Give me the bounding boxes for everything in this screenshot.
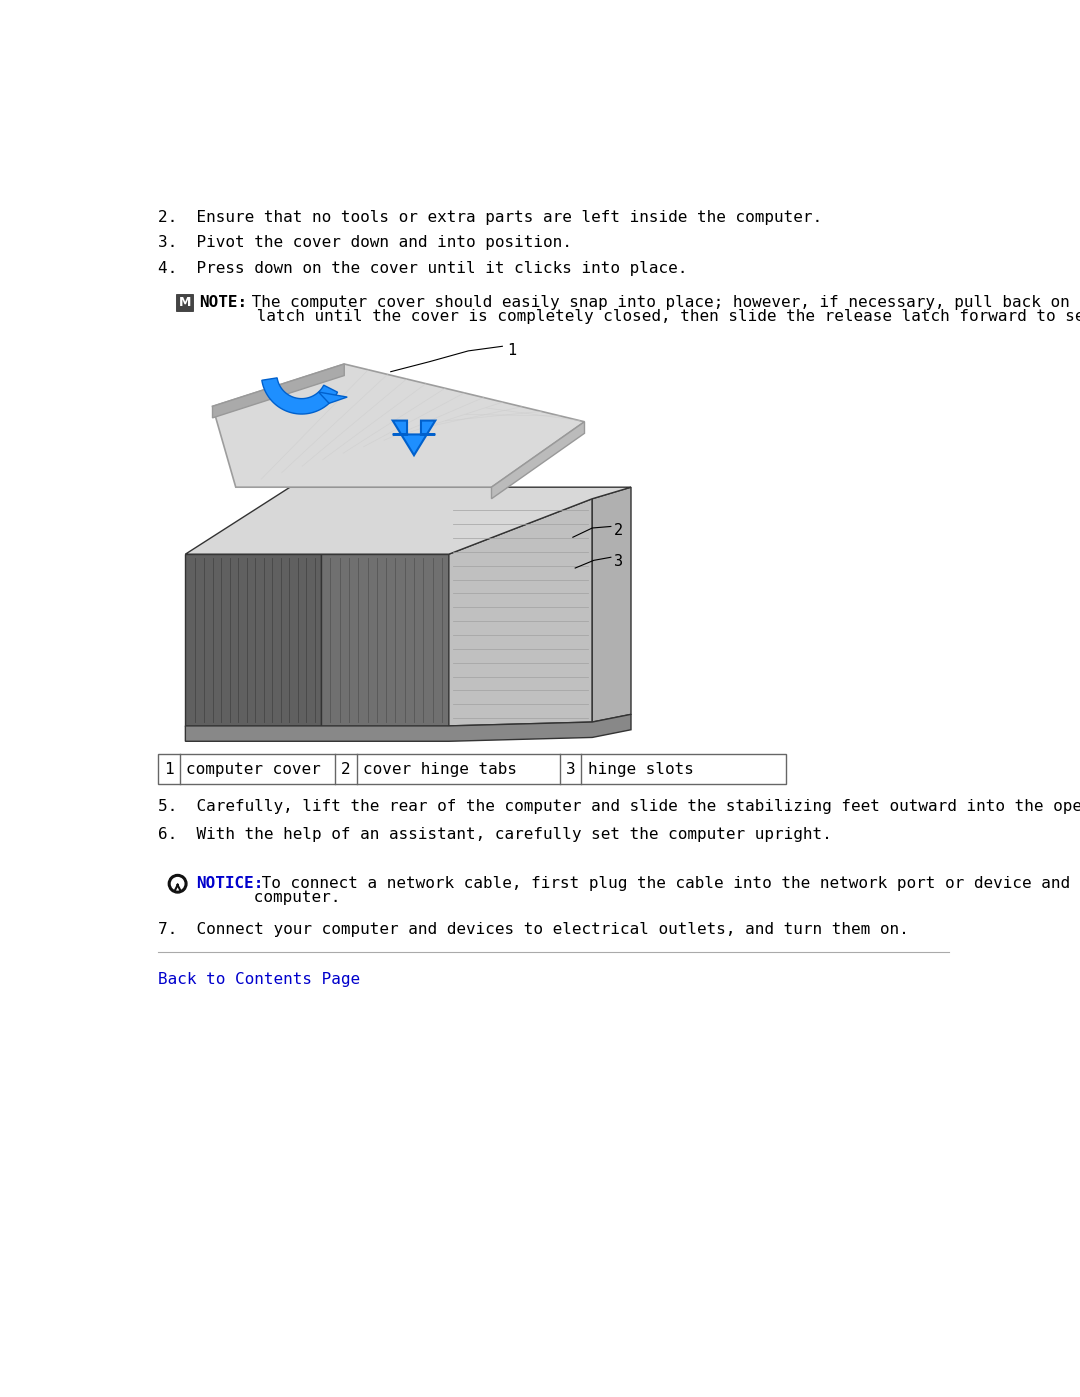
Text: computer cover: computer cover xyxy=(186,761,321,777)
Text: Back to Contents Page: Back to Contents Page xyxy=(159,972,361,988)
Text: The computer cover should easily snap into place; however, if necessary, pull ba: The computer cover should easily snap in… xyxy=(242,295,1080,310)
Text: 5.  Carefully, lift the rear of the computer and slide the stabilizing feet outw: 5. Carefully, lift the rear of the compu… xyxy=(159,799,1080,814)
Polygon shape xyxy=(213,365,345,418)
Polygon shape xyxy=(213,365,584,488)
Polygon shape xyxy=(186,714,631,742)
Polygon shape xyxy=(393,420,435,455)
Circle shape xyxy=(172,877,184,890)
Text: NOTICE:: NOTICE: xyxy=(197,876,264,891)
Text: computer.: computer. xyxy=(197,890,340,905)
Circle shape xyxy=(168,875,187,893)
Text: 1: 1 xyxy=(507,344,516,358)
FancyBboxPatch shape xyxy=(159,754,786,784)
Text: 4.  Press down on the cover until it clicks into place.: 4. Press down on the cover until it clic… xyxy=(159,261,688,275)
Text: 2: 2 xyxy=(341,761,351,777)
Text: hinge slots: hinge slots xyxy=(588,761,693,777)
Text: M: M xyxy=(178,296,191,309)
Polygon shape xyxy=(321,555,449,726)
Text: 1: 1 xyxy=(164,761,174,777)
Polygon shape xyxy=(186,488,631,555)
Polygon shape xyxy=(491,422,584,499)
Text: NOTE:: NOTE: xyxy=(200,295,247,310)
Text: 3.  Pivot the cover down and into position.: 3. Pivot the cover down and into positio… xyxy=(159,236,572,250)
Polygon shape xyxy=(592,488,631,722)
FancyBboxPatch shape xyxy=(176,293,193,312)
Text: 7.  Connect your computer and devices to electrical outlets, and turn them on.: 7. Connect your computer and devices to … xyxy=(159,922,909,937)
Polygon shape xyxy=(261,377,338,414)
Text: 2: 2 xyxy=(613,524,623,538)
Text: 3: 3 xyxy=(566,761,576,777)
Polygon shape xyxy=(319,393,347,404)
Text: 3: 3 xyxy=(613,555,623,569)
Text: To connect a network cable, first plug the cable into the network port or device: To connect a network cable, first plug t… xyxy=(252,876,1080,891)
Text: 2.  Ensure that no tools or extra parts are left inside the computer.: 2. Ensure that no tools or extra parts a… xyxy=(159,210,822,225)
Text: latch until the cover is completely closed, then slide the release latch forward: latch until the cover is completely clos… xyxy=(200,309,1080,324)
Polygon shape xyxy=(449,499,592,726)
Text: cover hinge tabs: cover hinge tabs xyxy=(363,761,517,777)
Polygon shape xyxy=(186,555,321,726)
Text: 6.  With the help of an assistant, carefully set the computer upright.: 6. With the help of an assistant, carefu… xyxy=(159,827,832,842)
